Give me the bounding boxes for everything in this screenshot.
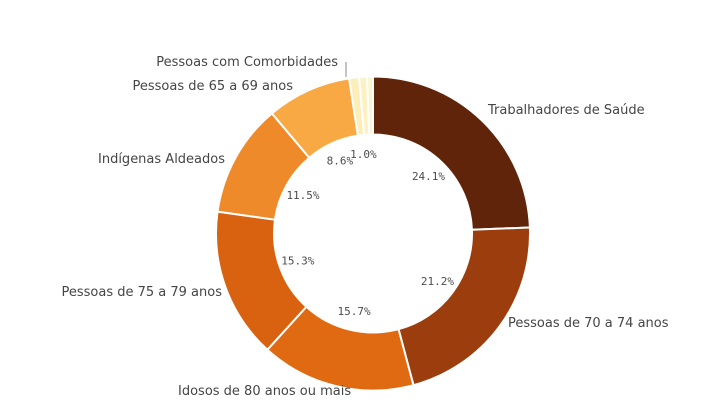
slice-percent-label: 15.7% [338,305,371,318]
slice-percent-label: 8.6% [327,155,354,168]
slice-category-label-pessoas-com-comorbidades: Pessoas com Comorbidades [156,55,338,70]
slice-category-label-pessoas-de-65-a-69-anos: Pessoas de 65 a 69 anos [132,79,293,94]
slice-percent-label: 24.1% [412,170,445,183]
slice-percent-label: 21.2% [421,275,454,288]
donut-slice-pessoas-de-70-a-74-anos[interactable] [397,226,531,387]
donut-slice-small-8[interactable] [366,75,374,136]
slice-category-label-trabalhadores-de-saude: Trabalhadores de Saúde [487,103,645,118]
slice-category-label-pessoas-de-70-a-74-anos: Pessoas de 70 a 74 anos [508,316,669,331]
donut-slice-trabalhadores-de-saude[interactable] [372,75,531,231]
slice-percent-label: 1.0% [350,148,377,161]
slice-category-label-indigenas-aldeados: Indígenas Aldeados [98,152,225,167]
slice-percent-label: 15.3% [281,255,314,268]
slice-category-label-pessoas-de-75-a-79-anos: Pessoas de 75 a 79 anos [61,285,222,300]
slice-percent-label: 11.5% [286,189,319,202]
slice-category-label-idosos-de-80-anos-ou-mais: Idosos de 80 anos ou mais [178,384,351,399]
